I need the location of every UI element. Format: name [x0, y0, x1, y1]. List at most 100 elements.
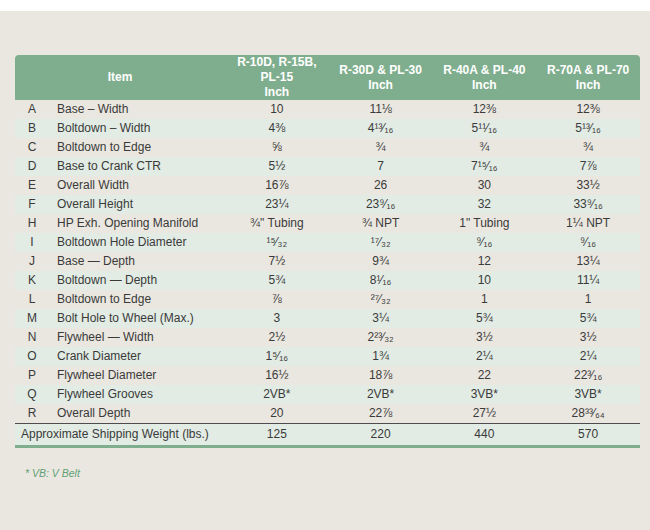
table-footer: Approximate Shipping Weight (lbs.) 125 2… [15, 423, 640, 445]
col-header-unit: Inch [435, 78, 535, 93]
row-value: ¾" Tubing [225, 214, 329, 233]
top-strip [0, 0, 650, 11]
row-value: 27½ [433, 404, 537, 423]
row-item-label: Overall Depth [49, 404, 225, 423]
row-letter: R [15, 404, 49, 423]
row-value: 18⅞ [329, 366, 433, 385]
row-letter: K [15, 271, 49, 290]
row-value: 26 [329, 176, 433, 195]
col-header-unit: Inch [538, 78, 638, 93]
row-value: 7½ [225, 252, 329, 271]
row-value: 9¾ [329, 252, 433, 271]
row-value: 11⅛ [329, 100, 433, 119]
row-letter: H [15, 214, 49, 233]
table-row: O Crank Diameter 1⁵⁄₁₆ 1¾ 2¼ 2¼ [15, 347, 640, 366]
table-row: M Bolt Hole to Wheel (Max.) 3 3¼ 5¾ 5¾ [15, 309, 640, 328]
row-letter: C [15, 138, 49, 157]
row-item-label: Flywheel Grooves [49, 385, 225, 404]
row-value: ⅝ [225, 138, 329, 157]
table-row: H HP Exh. Opening Manifold ¾" Tubing ¾ N… [15, 214, 640, 233]
row-value: ¾ [433, 138, 537, 157]
col-header-title: R-40A & PL-40 [443, 63, 525, 77]
row-value: 3½ [536, 328, 640, 347]
row-value: 30 [433, 176, 537, 195]
shipping-weight-value: 125 [225, 423, 329, 445]
row-letter: E [15, 176, 49, 195]
row-value: 2²³⁄₃₂ [329, 328, 433, 347]
row-value: 4¹³⁄₁₆ [329, 119, 433, 138]
row-letter: N [15, 328, 49, 347]
row-value: 3¼ [329, 309, 433, 328]
row-item-label: Flywheel — Width [49, 328, 225, 347]
row-value: 7⅞ [536, 157, 640, 176]
col-header-model-3: R-40A & PL-40 Inch [433, 55, 537, 100]
row-value: 2¼ [433, 347, 537, 366]
row-value: 5½ [225, 157, 329, 176]
row-value: 10 [225, 100, 329, 119]
row-value: ¹⁵⁄₃₂ [225, 233, 329, 252]
shipping-weight-row: Approximate Shipping Weight (lbs.) 125 2… [15, 423, 640, 445]
row-value: 1¼ NPT [536, 214, 640, 233]
row-letter: P [15, 366, 49, 385]
table-row: C Boltdown to Edge ⅝ ¾ ¾ ¾ [15, 138, 640, 157]
table-row: D Base to Crank CTR 5½ 7 7¹⁵⁄₁₆ 7⅞ [15, 157, 640, 176]
col-header-model-4: R-70A & PL-70 Inch [536, 55, 640, 100]
row-letter: Q [15, 385, 49, 404]
row-value: 3VB* [433, 385, 537, 404]
row-value: 32 [433, 195, 537, 214]
row-value: 2VB* [225, 385, 329, 404]
col-header-model-2: R-30D & PL-30 Inch [329, 55, 433, 100]
row-letter: F [15, 195, 49, 214]
row-item-label: Overall Height [49, 195, 225, 214]
col-header-item: Item [15, 55, 225, 100]
table-row: A Base – Width 10 11⅛ 12⅜ 12⅜ [15, 100, 640, 119]
col-header-unit: Inch [227, 85, 327, 100]
table-row: I Boltdown Hole Diameter ¹⁵⁄₃₂ ¹⁷⁄₃₂ ⁹⁄₁… [15, 233, 640, 252]
row-value: 3 [225, 309, 329, 328]
row-item-label: Base – Width [49, 100, 225, 119]
row-value: 16⅞ [225, 176, 329, 195]
row-letter: O [15, 347, 49, 366]
table-header: Item R-10D, R-15B, PL-15 Inch R-30D & PL… [15, 55, 640, 100]
row-value: 2VB* [329, 385, 433, 404]
row-value: ¾ [329, 138, 433, 157]
row-letter: D [15, 157, 49, 176]
row-value: 1 [536, 290, 640, 309]
row-value: 1⁵⁄₁₆ [225, 347, 329, 366]
row-value: 1¾ [329, 347, 433, 366]
row-value: ²⁷⁄₃₂ [329, 290, 433, 309]
row-value: 23¼ [225, 195, 329, 214]
row-value: 10 [433, 271, 537, 290]
shipping-weight-value: 570 [536, 423, 640, 445]
row-item-label: Overall Width [49, 176, 225, 195]
row-value: 2¼ [536, 347, 640, 366]
footnote: * VB: V Belt [25, 467, 80, 479]
row-value: ¹⁷⁄₃₂ [329, 233, 433, 252]
row-value: ¾ NPT [329, 214, 433, 233]
row-value: 4⅜ [225, 119, 329, 138]
row-value: 5¾ [433, 309, 537, 328]
row-item-label: Boltdown – Width [49, 119, 225, 138]
row-value: 3VB* [536, 385, 640, 404]
row-value: 7¹⁵⁄₁₆ [433, 157, 537, 176]
spec-table: Item R-10D, R-15B, PL-15 Inch R-30D & PL… [15, 55, 640, 448]
row-value: ⁹⁄₁₆ [433, 233, 537, 252]
col-header-title: R-10D, R-15B, PL-15 [237, 55, 316, 84]
row-value: 2½ [225, 328, 329, 347]
table-row: K Boltdown — Depth 5¾ 8¹⁄₁₆ 10 11¼ [15, 271, 640, 290]
row-value: 20 [225, 404, 329, 423]
row-value: 5¹³⁄₁₆ [536, 119, 640, 138]
row-letter: I [15, 233, 49, 252]
col-header-title: R-30D & PL-30 [339, 63, 422, 77]
col-header-unit: Inch [331, 78, 431, 93]
row-item-label: Bolt Hole to Wheel (Max.) [49, 309, 225, 328]
row-value: 5¾ [225, 271, 329, 290]
row-value: 1 [433, 290, 537, 309]
table-row: Q Flywheel Grooves 2VB* 2VB* 3VB* 3VB* [15, 385, 640, 404]
row-item-label: Boltdown to Edge [49, 290, 225, 309]
shipping-weight-value: 440 [433, 423, 537, 445]
row-value: 16½ [225, 366, 329, 385]
row-value: 33⁹⁄₁₆ [536, 195, 640, 214]
row-item-label: Base — Depth [49, 252, 225, 271]
shipping-weight-value: 220 [329, 423, 433, 445]
